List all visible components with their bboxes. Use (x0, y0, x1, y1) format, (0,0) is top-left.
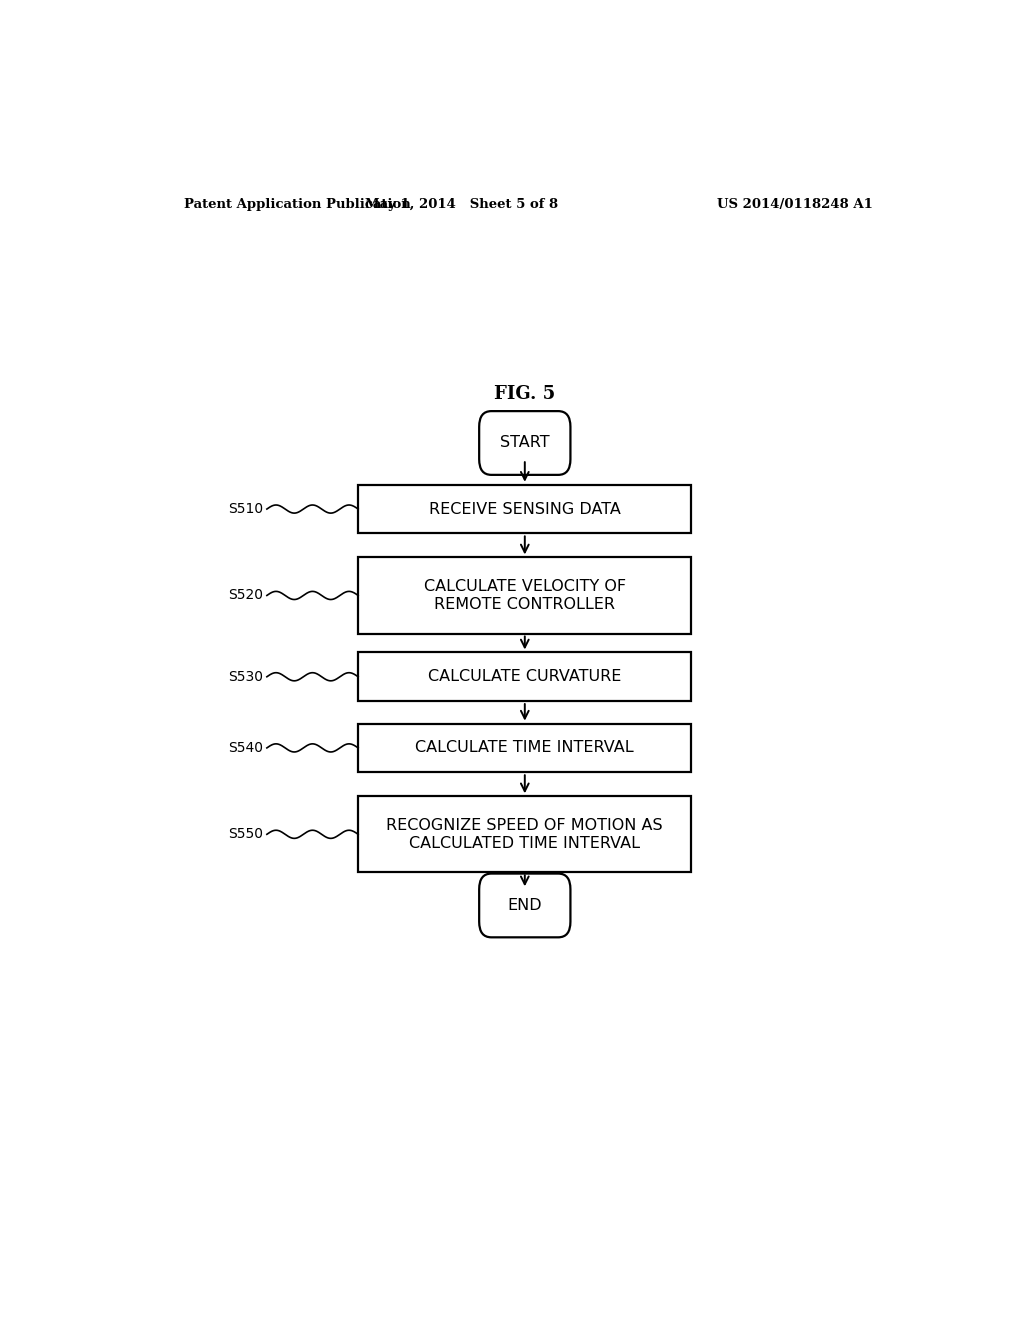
Bar (358, 652, 691, 701)
Text: May 1, 2014   Sheet 5 of 8: May 1, 2014 Sheet 5 of 8 (365, 198, 558, 211)
Text: US 2014/0118248 A1: US 2014/0118248 A1 (717, 198, 872, 211)
Text: END: END (508, 898, 542, 913)
Text: RECOGNIZE SPEED OF MOTION AS
CALCULATED TIME INTERVAL: RECOGNIZE SPEED OF MOTION AS CALCULATED … (386, 818, 664, 850)
Text: CALCULATE CURVATURE: CALCULATE CURVATURE (428, 669, 622, 684)
Text: S540: S540 (228, 741, 263, 755)
Bar (358, 557, 691, 634)
Text: S510: S510 (227, 502, 263, 516)
Bar (358, 484, 691, 533)
Text: CALCULATE VELOCITY OF
REMOTE CONTROLLER: CALCULATE VELOCITY OF REMOTE CONTROLLER (424, 579, 626, 611)
Bar (358, 796, 691, 873)
FancyBboxPatch shape (479, 874, 570, 937)
FancyBboxPatch shape (479, 411, 570, 475)
Bar (358, 723, 691, 772)
Text: Patent Application Publication: Patent Application Publication (183, 198, 411, 211)
Text: S530: S530 (228, 669, 263, 684)
Text: FIG. 5: FIG. 5 (495, 385, 555, 403)
Text: S520: S520 (228, 589, 263, 602)
Text: RECEIVE SENSING DATA: RECEIVE SENSING DATA (429, 502, 621, 516)
Text: CALCULATE TIME INTERVAL: CALCULATE TIME INTERVAL (416, 741, 634, 755)
Text: START: START (500, 436, 550, 450)
Text: S550: S550 (228, 828, 263, 841)
